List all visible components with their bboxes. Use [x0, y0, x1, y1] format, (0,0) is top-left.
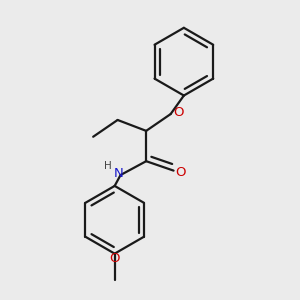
Text: N: N: [114, 167, 124, 180]
Text: O: O: [110, 252, 120, 265]
Text: H: H: [104, 161, 112, 171]
Text: O: O: [174, 106, 184, 119]
Text: O: O: [176, 166, 186, 179]
